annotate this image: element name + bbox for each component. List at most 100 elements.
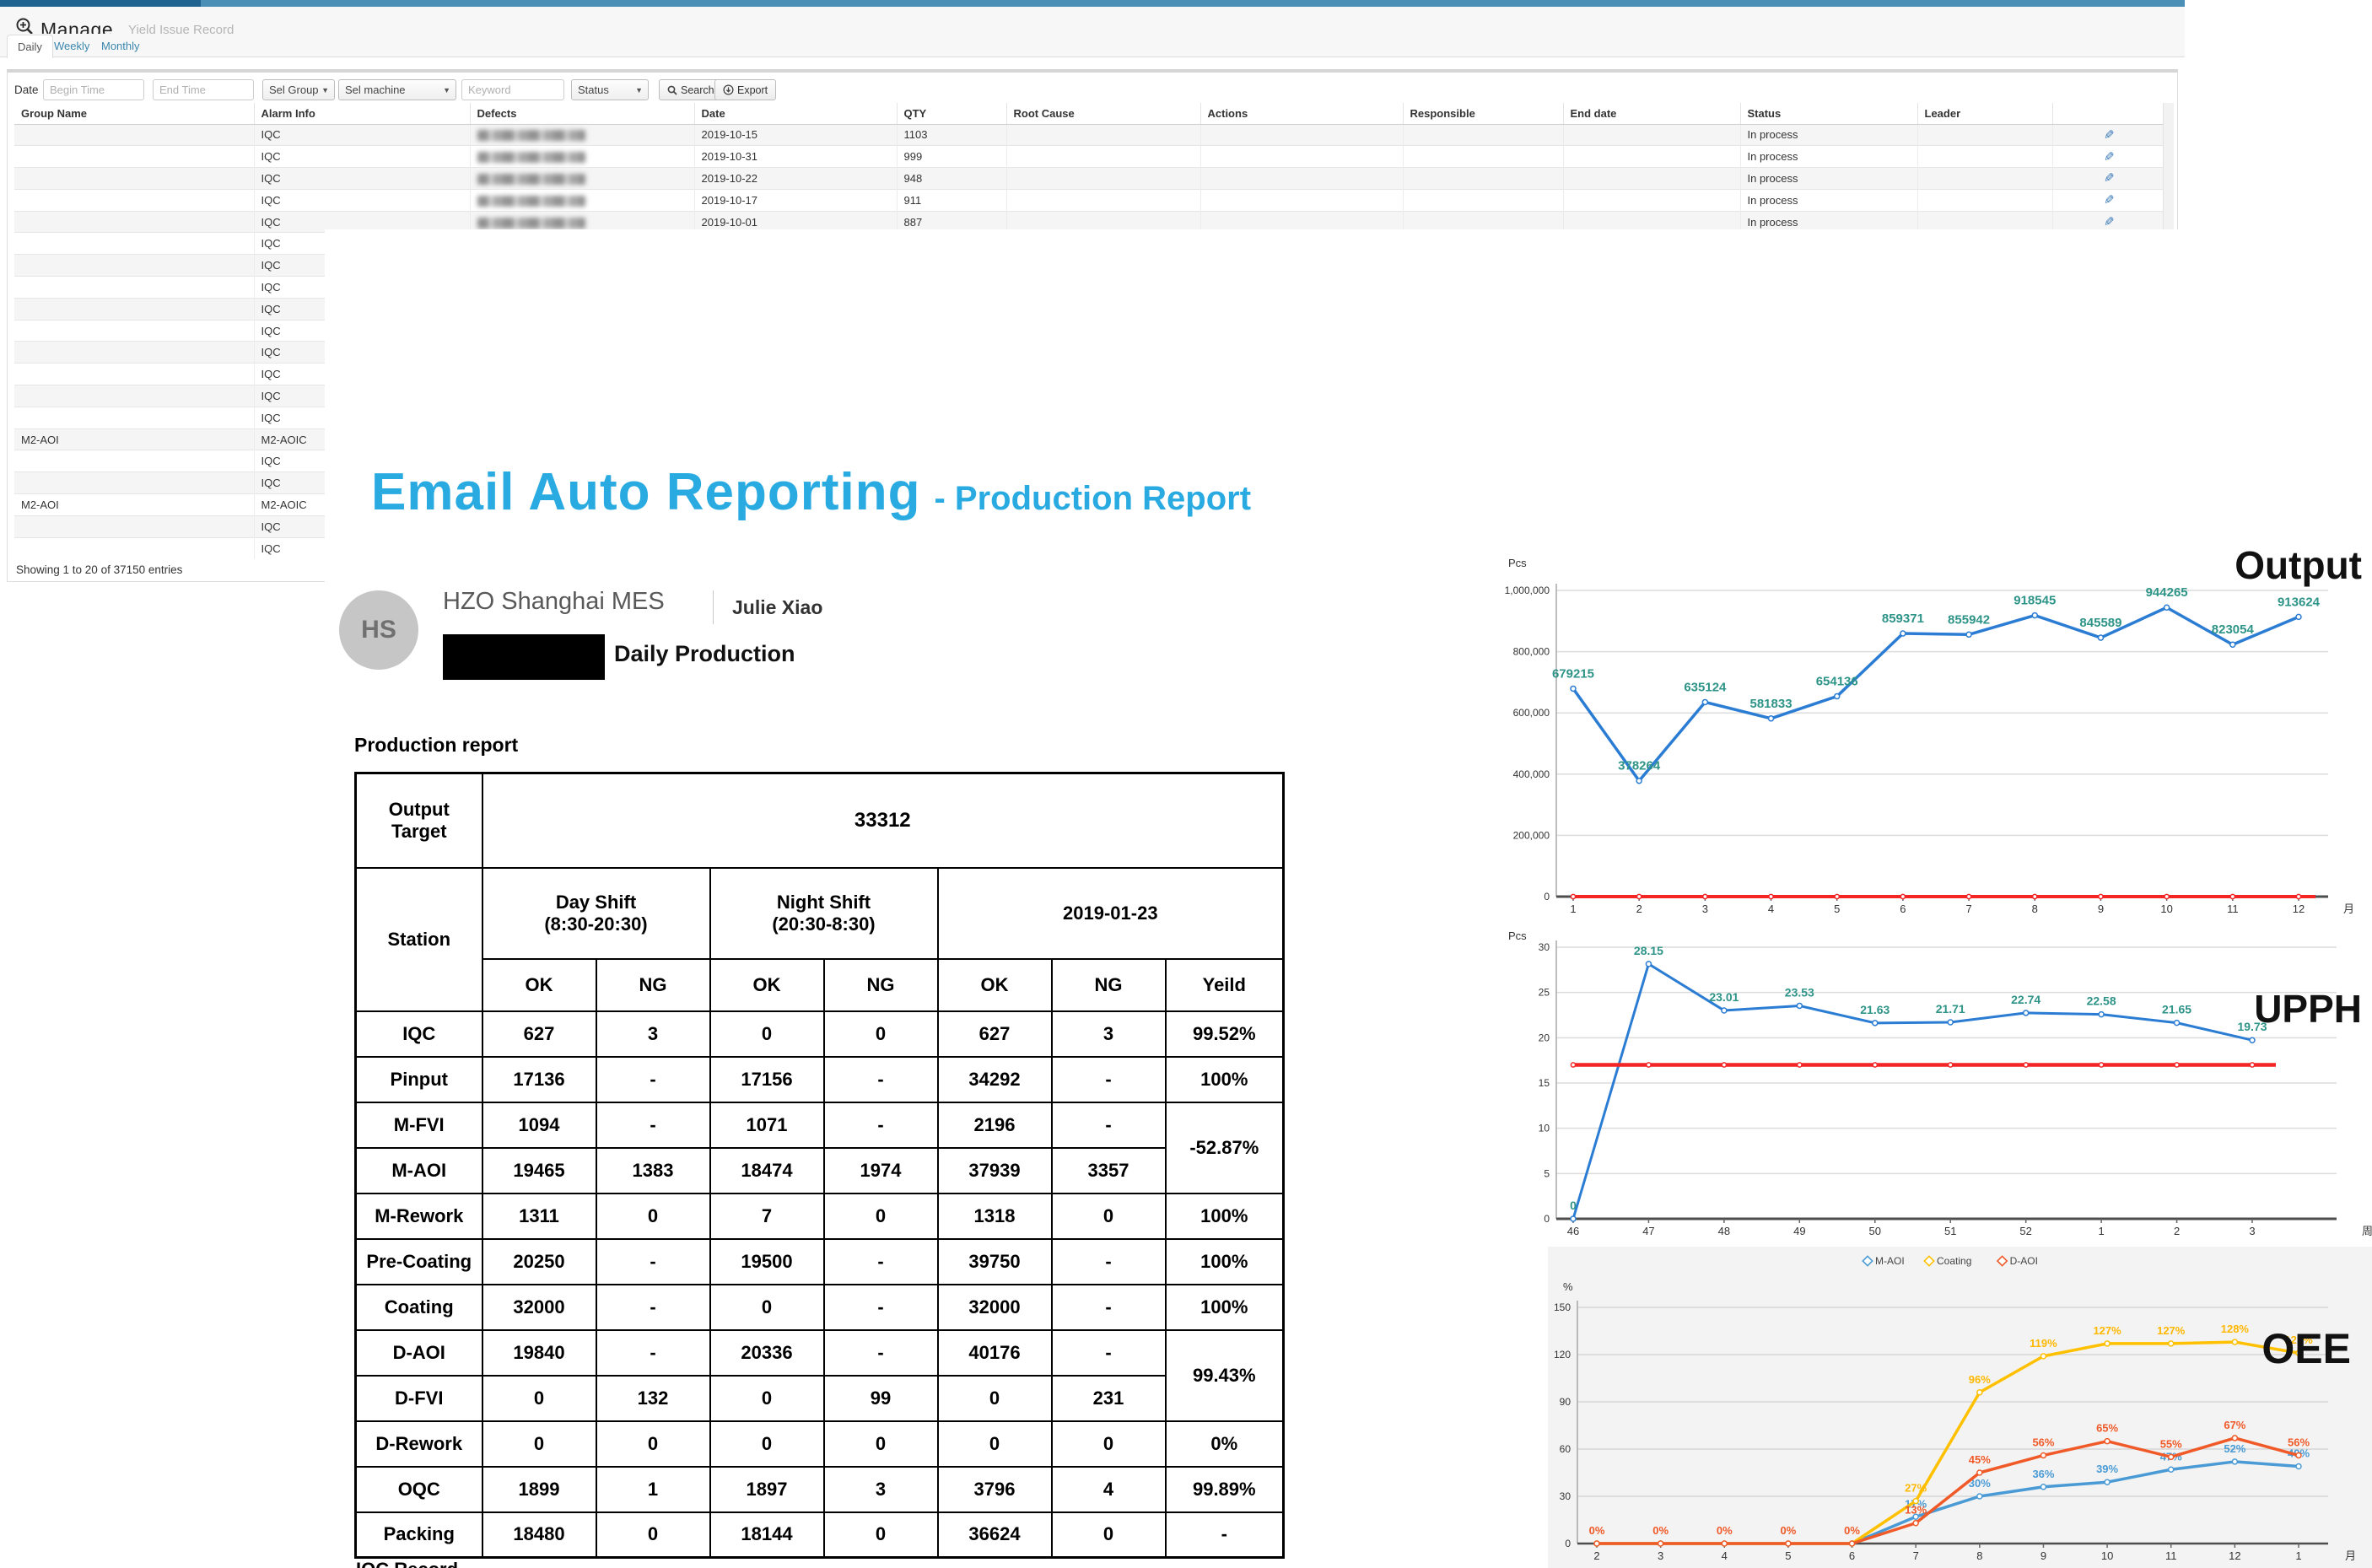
value-cell: 0 — [596, 1421, 710, 1467]
table-row: M-Rework131107013180100% — [356, 1194, 1284, 1239]
value-cell: 18474 — [710, 1148, 824, 1194]
data-label: 56% — [2288, 1436, 2310, 1448]
value-cell: 20336 — [710, 1330, 824, 1376]
column-header: Date — [694, 103, 897, 124]
value-cell: 0 — [710, 1285, 824, 1330]
series-M-AOI — [1597, 1462, 2299, 1544]
divider — [713, 590, 714, 624]
email-title: Email Auto Reporting - Production Report — [371, 462, 1251, 522]
value-cell: - — [596, 1239, 710, 1285]
machine-select[interactable]: Sel machine▼ — [338, 79, 456, 100]
tab-weekly[interactable]: Weekly — [54, 40, 89, 52]
column-header: Actions — [1200, 103, 1403, 124]
svg-text:11: 11 — [2227, 903, 2239, 915]
column-header: Alarm Info — [254, 103, 470, 124]
keyword-input[interactable] — [461, 79, 564, 100]
svg-text:1,000,000: 1,000,000 — [1505, 585, 1550, 596]
edit-icon[interactable]: ✎ — [2104, 192, 2115, 207]
svg-text:1: 1 — [2098, 1225, 2104, 1237]
group-select[interactable]: Sel Group▼ — [262, 79, 335, 100]
svg-text:47: 47 — [1642, 1225, 1654, 1237]
value-cell: 0 — [938, 1376, 1052, 1421]
y-axis-unit: Pcs — [1508, 557, 1527, 569]
data-label: 22.74 — [2011, 993, 2040, 1006]
data-label: 913624 — [2278, 595, 2321, 609]
station-cell: Packing — [356, 1512, 482, 1558]
legend-marker — [1924, 1256, 1933, 1265]
data-label: 679215 — [1552, 666, 1594, 681]
value-cell: - — [824, 1285, 938, 1330]
export-button[interactable]: Export — [714, 79, 776, 100]
series-UPPH — [1573, 964, 2252, 1219]
chart-title: OEE — [2261, 1325, 2351, 1372]
oee-chart: 0306090120150234567891011121月%M-AOICoati… — [1548, 1247, 2372, 1568]
output-chart: 0200,000400,000600,000800,0001,000,00012… — [1485, 531, 2372, 932]
value-cell: 0 — [482, 1421, 596, 1467]
data-label: 127% — [2157, 1324, 2186, 1337]
begin-time-input[interactable] — [43, 79, 144, 100]
value-cell: 37939 — [938, 1148, 1052, 1194]
station-cell: D-Rework — [356, 1421, 482, 1467]
legend-label: M-AOI — [1875, 1255, 1905, 1267]
svg-text:50: 50 — [1869, 1225, 1881, 1237]
edit-icon[interactable]: ✎ — [2104, 149, 2115, 164]
data-label: 0 — [1570, 1199, 1577, 1212]
production-report-table: OutputTarget33312StationDay Shift(8:30-2… — [354, 772, 1285, 1559]
column-header: Status — [1740, 103, 1917, 124]
station-cell: M-Rework — [356, 1194, 482, 1239]
data-label: 45% — [1969, 1453, 1991, 1466]
search-button[interactable]: Search — [659, 79, 723, 100]
svg-text:150: 150 — [1554, 1301, 1571, 1313]
end-time-input[interactable] — [153, 79, 254, 100]
value-cell: - — [596, 1285, 710, 1330]
yield-cell: -52.87% — [1166, 1102, 1284, 1194]
yield-cell: 99.52% — [1166, 1011, 1284, 1057]
data-label: 918545 — [2014, 594, 2056, 608]
svg-text:9: 9 — [2098, 903, 2104, 915]
svg-text:1: 1 — [1570, 903, 1576, 915]
svg-text:5: 5 — [1544, 1167, 1550, 1179]
x-axis-unit: 月 — [2343, 903, 2354, 915]
search-icon — [667, 85, 677, 95]
data-label: 55% — [2160, 1437, 2182, 1450]
station-cell: M-FVI — [356, 1102, 482, 1148]
table-row: D-Rework0000000% — [356, 1421, 1284, 1467]
screenshot-root: Manage Yield Issue Record Daily Weekly M… — [0, 0, 2372, 1568]
edit-icon[interactable]: ✎ — [2104, 127, 2115, 143]
legend-marker — [1997, 1256, 2007, 1265]
data-label: 0% — [1589, 1524, 1605, 1537]
svg-text:120: 120 — [1554, 1349, 1571, 1361]
svg-text:49: 49 — [1793, 1225, 1805, 1237]
value-cell: - — [824, 1102, 938, 1148]
value-cell: - — [1052, 1330, 1166, 1376]
tab-monthly[interactable]: Monthly — [101, 40, 140, 52]
svg-text:5: 5 — [1785, 1549, 1791, 1562]
data-label: 67% — [2224, 1419, 2245, 1431]
station-cell: Coating — [356, 1285, 482, 1330]
avatar: HS — [339, 590, 418, 670]
yield-cell: 100% — [1166, 1194, 1284, 1239]
column-header: End date — [1563, 103, 1740, 124]
column-header: Leader — [1917, 103, 2052, 124]
value-cell: 3 — [1052, 1011, 1166, 1057]
email-title-main: Email Auto Reporting — [371, 462, 920, 522]
data-label: 23.53 — [1785, 985, 1814, 999]
clipped-section-heading: IQC Record — [356, 1559, 458, 1568]
svg-text:15: 15 — [1539, 1077, 1550, 1089]
value-cell: 19500 — [710, 1239, 824, 1285]
svg-text:6: 6 — [1849, 1549, 1855, 1562]
value-cell: 627 — [938, 1011, 1052, 1057]
edit-icon[interactable]: ✎ — [2104, 170, 2115, 186]
date-filter-label: Date — [14, 84, 39, 96]
value-cell: 1 — [596, 1467, 710, 1512]
value-cell: 0 — [710, 1421, 824, 1467]
table-row: IQC2019-10-31999In process✎ — [14, 146, 2165, 168]
tab-daily[interactable]: Daily — [7, 35, 53, 58]
value-cell: - — [1052, 1057, 1166, 1102]
status-select[interactable]: Status▼ — [571, 79, 649, 100]
chart-title: UPPH — [2254, 987, 2362, 1031]
report-date-header: 2019-01-23 — [938, 868, 1284, 959]
data-label: 128% — [2221, 1323, 2250, 1335]
edit-icon[interactable]: ✎ — [2104, 214, 2115, 229]
sub-header: OK — [710, 959, 824, 1011]
